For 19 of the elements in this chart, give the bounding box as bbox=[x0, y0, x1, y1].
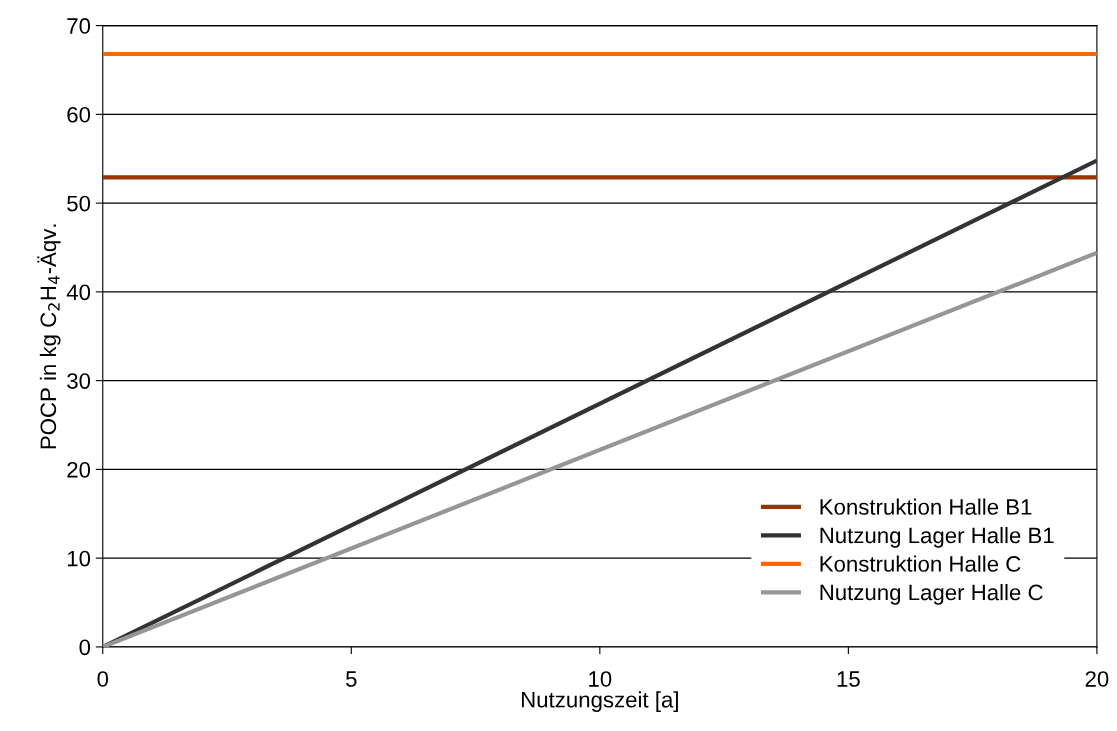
y-tick-label: 50 bbox=[67, 195, 91, 212]
x-tick-label: 20 bbox=[1085, 671, 1109, 687]
y-tick-label: 70 bbox=[67, 18, 91, 34]
legend-label: Nutzung Lager Halle B1 bbox=[820, 527, 1054, 548]
legend-label: Konstruktion Halle C bbox=[820, 555, 1021, 572]
legend-label: Konstruktion Halle B1 bbox=[820, 498, 1032, 515]
x-tick-label: 0 bbox=[97, 671, 109, 687]
x-tick-label: 10 bbox=[589, 671, 612, 687]
y-tick-label: 0 bbox=[79, 639, 91, 656]
y-tick-label: 40 bbox=[66, 284, 91, 301]
y-axis-title: POCP in kg C$_{2}$H$_{4}$-Äqv. bbox=[37, 224, 61, 449]
x-tick-label: 15 bbox=[837, 671, 860, 687]
legend-label: Nutzung Lager Halle C bbox=[820, 584, 1043, 605]
x-axis-title: Nutzungszeit [a] bbox=[521, 691, 678, 712]
x-tick-label: 5 bbox=[346, 671, 357, 687]
y-tick-label: 30 bbox=[67, 373, 91, 389]
y-tick-label: 10 bbox=[67, 550, 91, 567]
y-tick-label: 60 bbox=[67, 106, 91, 123]
y-tick-label: 20 bbox=[67, 461, 91, 478]
